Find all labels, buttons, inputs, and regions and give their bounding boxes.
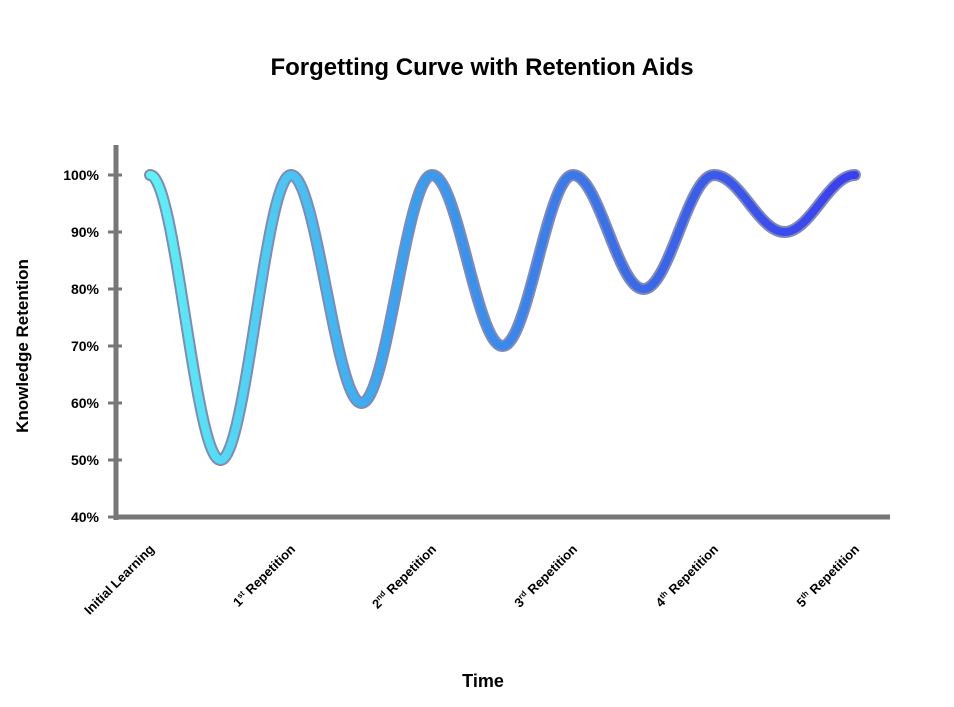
y-tick-label: 50% (71, 452, 100, 468)
y-tick-label: 40% (71, 509, 100, 525)
retention-curve (146, 171, 859, 464)
y-axis-label: Knowledge Retention (13, 259, 32, 433)
y-tick-label: 80% (71, 281, 100, 297)
x-tick-label: Initial Learning (81, 541, 157, 617)
y-tick-label: 60% (71, 395, 100, 411)
chart-title: Forgetting Curve with Retention Aids (270, 54, 693, 81)
y-ticks: 40% 50% 60% 70% 80% 90% 100% (63, 167, 122, 525)
x-tick-label: 5th Repetition (794, 541, 863, 610)
x-tick-label: 2nd Repetition (369, 541, 439, 611)
x-ticks: Initial Learning 1st Repetition 2nd Repeti… (81, 541, 862, 617)
y-tick-label: 70% (71, 338, 100, 354)
x-tick-label: 4th Repetition (653, 541, 722, 610)
y-tick-label: 100% (63, 167, 99, 183)
x-tick-label: 1st Repetition (230, 541, 298, 609)
y-tick-label: 90% (71, 224, 100, 240)
x-axis-label: Time (462, 671, 504, 691)
x-tick-label: 3rd Repetition (511, 541, 580, 610)
